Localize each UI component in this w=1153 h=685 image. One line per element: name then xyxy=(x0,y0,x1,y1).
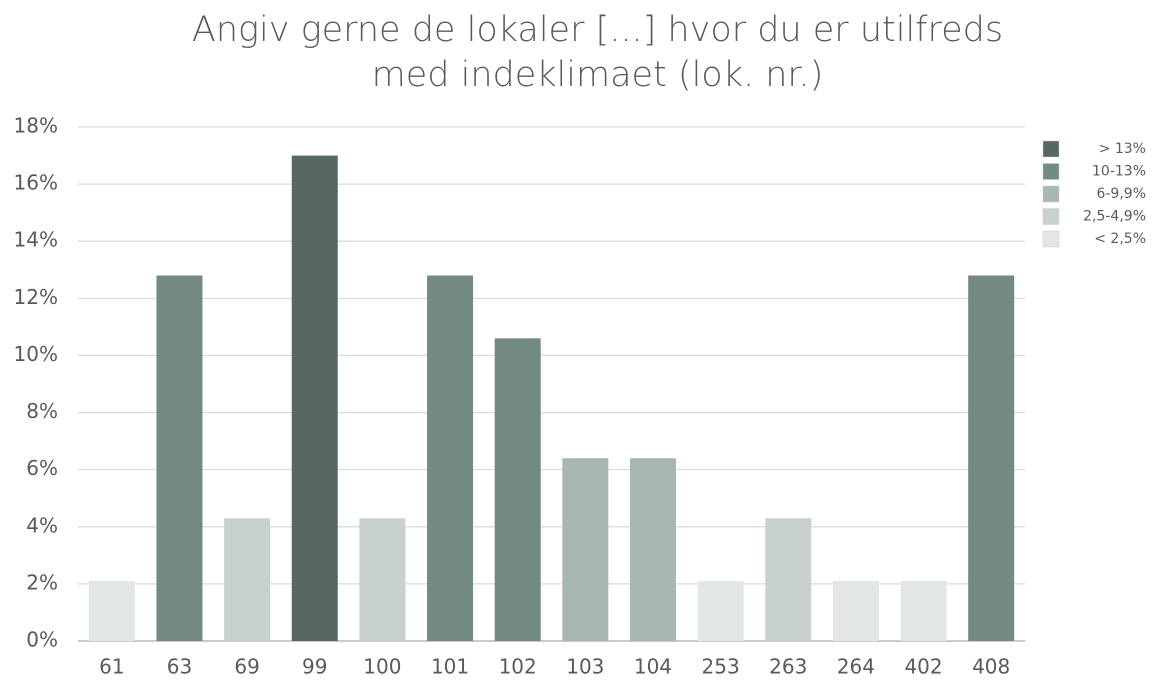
y-tick-label: 16% xyxy=(14,171,58,195)
legend-label: 6-9,9% xyxy=(1096,186,1146,202)
y-tick-label: 2% xyxy=(26,570,58,594)
bar xyxy=(765,518,812,641)
y-tick-label: 18% xyxy=(14,114,58,138)
bar xyxy=(224,518,271,641)
x-tick-label: 263 xyxy=(769,655,807,679)
bar xyxy=(291,155,338,642)
y-tick-label: 6% xyxy=(26,456,58,480)
chart-title: Angiv gerne de lokaler [...] hvor du er … xyxy=(191,10,1004,95)
bar xyxy=(697,581,744,641)
bar xyxy=(629,458,676,641)
legend-swatch xyxy=(1042,140,1060,158)
legend-label: 2,5-4,9% xyxy=(1083,209,1146,225)
x-tick-label: 61 xyxy=(99,655,124,679)
legend-swatch xyxy=(1042,163,1060,180)
x-tick-label: 103 xyxy=(566,655,604,679)
x-tick-label: 402 xyxy=(904,655,942,679)
bar xyxy=(968,275,1015,641)
bar xyxy=(359,518,406,641)
y-tick-label: 12% xyxy=(14,285,58,309)
legend-label: < 2,5% xyxy=(1094,231,1146,247)
legend-swatch xyxy=(1042,230,1060,248)
bar xyxy=(88,581,135,641)
y-tick-label: 10% xyxy=(14,342,58,366)
bar xyxy=(832,581,879,641)
bar xyxy=(427,275,474,641)
x-tick-label: 69 xyxy=(234,655,259,679)
x-tick-label: 102 xyxy=(499,655,537,679)
y-tick-label: 4% xyxy=(26,513,58,537)
bar xyxy=(156,275,203,641)
x-tick-label: 99 xyxy=(302,655,327,679)
legend-swatch xyxy=(1042,208,1060,225)
bar xyxy=(562,458,609,641)
y-tick-label: 8% xyxy=(26,399,58,423)
x-tick-label: 63 xyxy=(167,655,192,679)
y-tick-label: 0% xyxy=(26,628,58,652)
bar xyxy=(900,581,947,641)
x-tick-label: 100 xyxy=(363,655,401,679)
x-tick-label: 408 xyxy=(972,655,1010,679)
x-tick-label: 264 xyxy=(837,655,875,679)
legend-label: 10-13% xyxy=(1092,164,1146,180)
x-tick-label: 101 xyxy=(431,655,469,679)
x-tick-label: 253 xyxy=(702,655,740,679)
y-tick-label: 14% xyxy=(14,228,58,252)
legend-swatch xyxy=(1042,185,1060,203)
bar xyxy=(494,338,541,641)
x-tick-label: 104 xyxy=(634,655,672,679)
legend-label: > 13% xyxy=(1099,141,1146,157)
